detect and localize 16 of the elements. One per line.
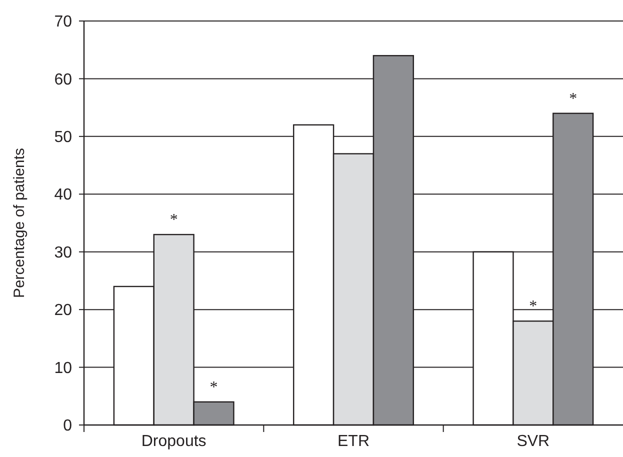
y-tick-label: 50 bbox=[54, 129, 72, 146]
x-tick-label: Dropouts bbox=[141, 433, 206, 450]
annotation: * bbox=[170, 212, 178, 229]
annotation: * bbox=[529, 298, 538, 316]
y-axis-title: Percentage of patients bbox=[11, 148, 28, 298]
y-tick-label: 0 bbox=[63, 418, 72, 435]
y-tick-label: 20 bbox=[54, 302, 72, 320]
y-tick-label: 10 bbox=[54, 360, 72, 377]
annotation: * bbox=[210, 378, 218, 396]
x-tick-label: ETR bbox=[338, 433, 370, 450]
y-tick-label: 70 bbox=[54, 14, 72, 31]
x-tick-label: SVR bbox=[516, 433, 550, 450]
annotation: * bbox=[569, 90, 578, 108]
y-tick-label: 60 bbox=[54, 71, 72, 88]
y-tick-label: 30 bbox=[54, 244, 72, 262]
y-tick-label: 40 bbox=[54, 186, 72, 204]
